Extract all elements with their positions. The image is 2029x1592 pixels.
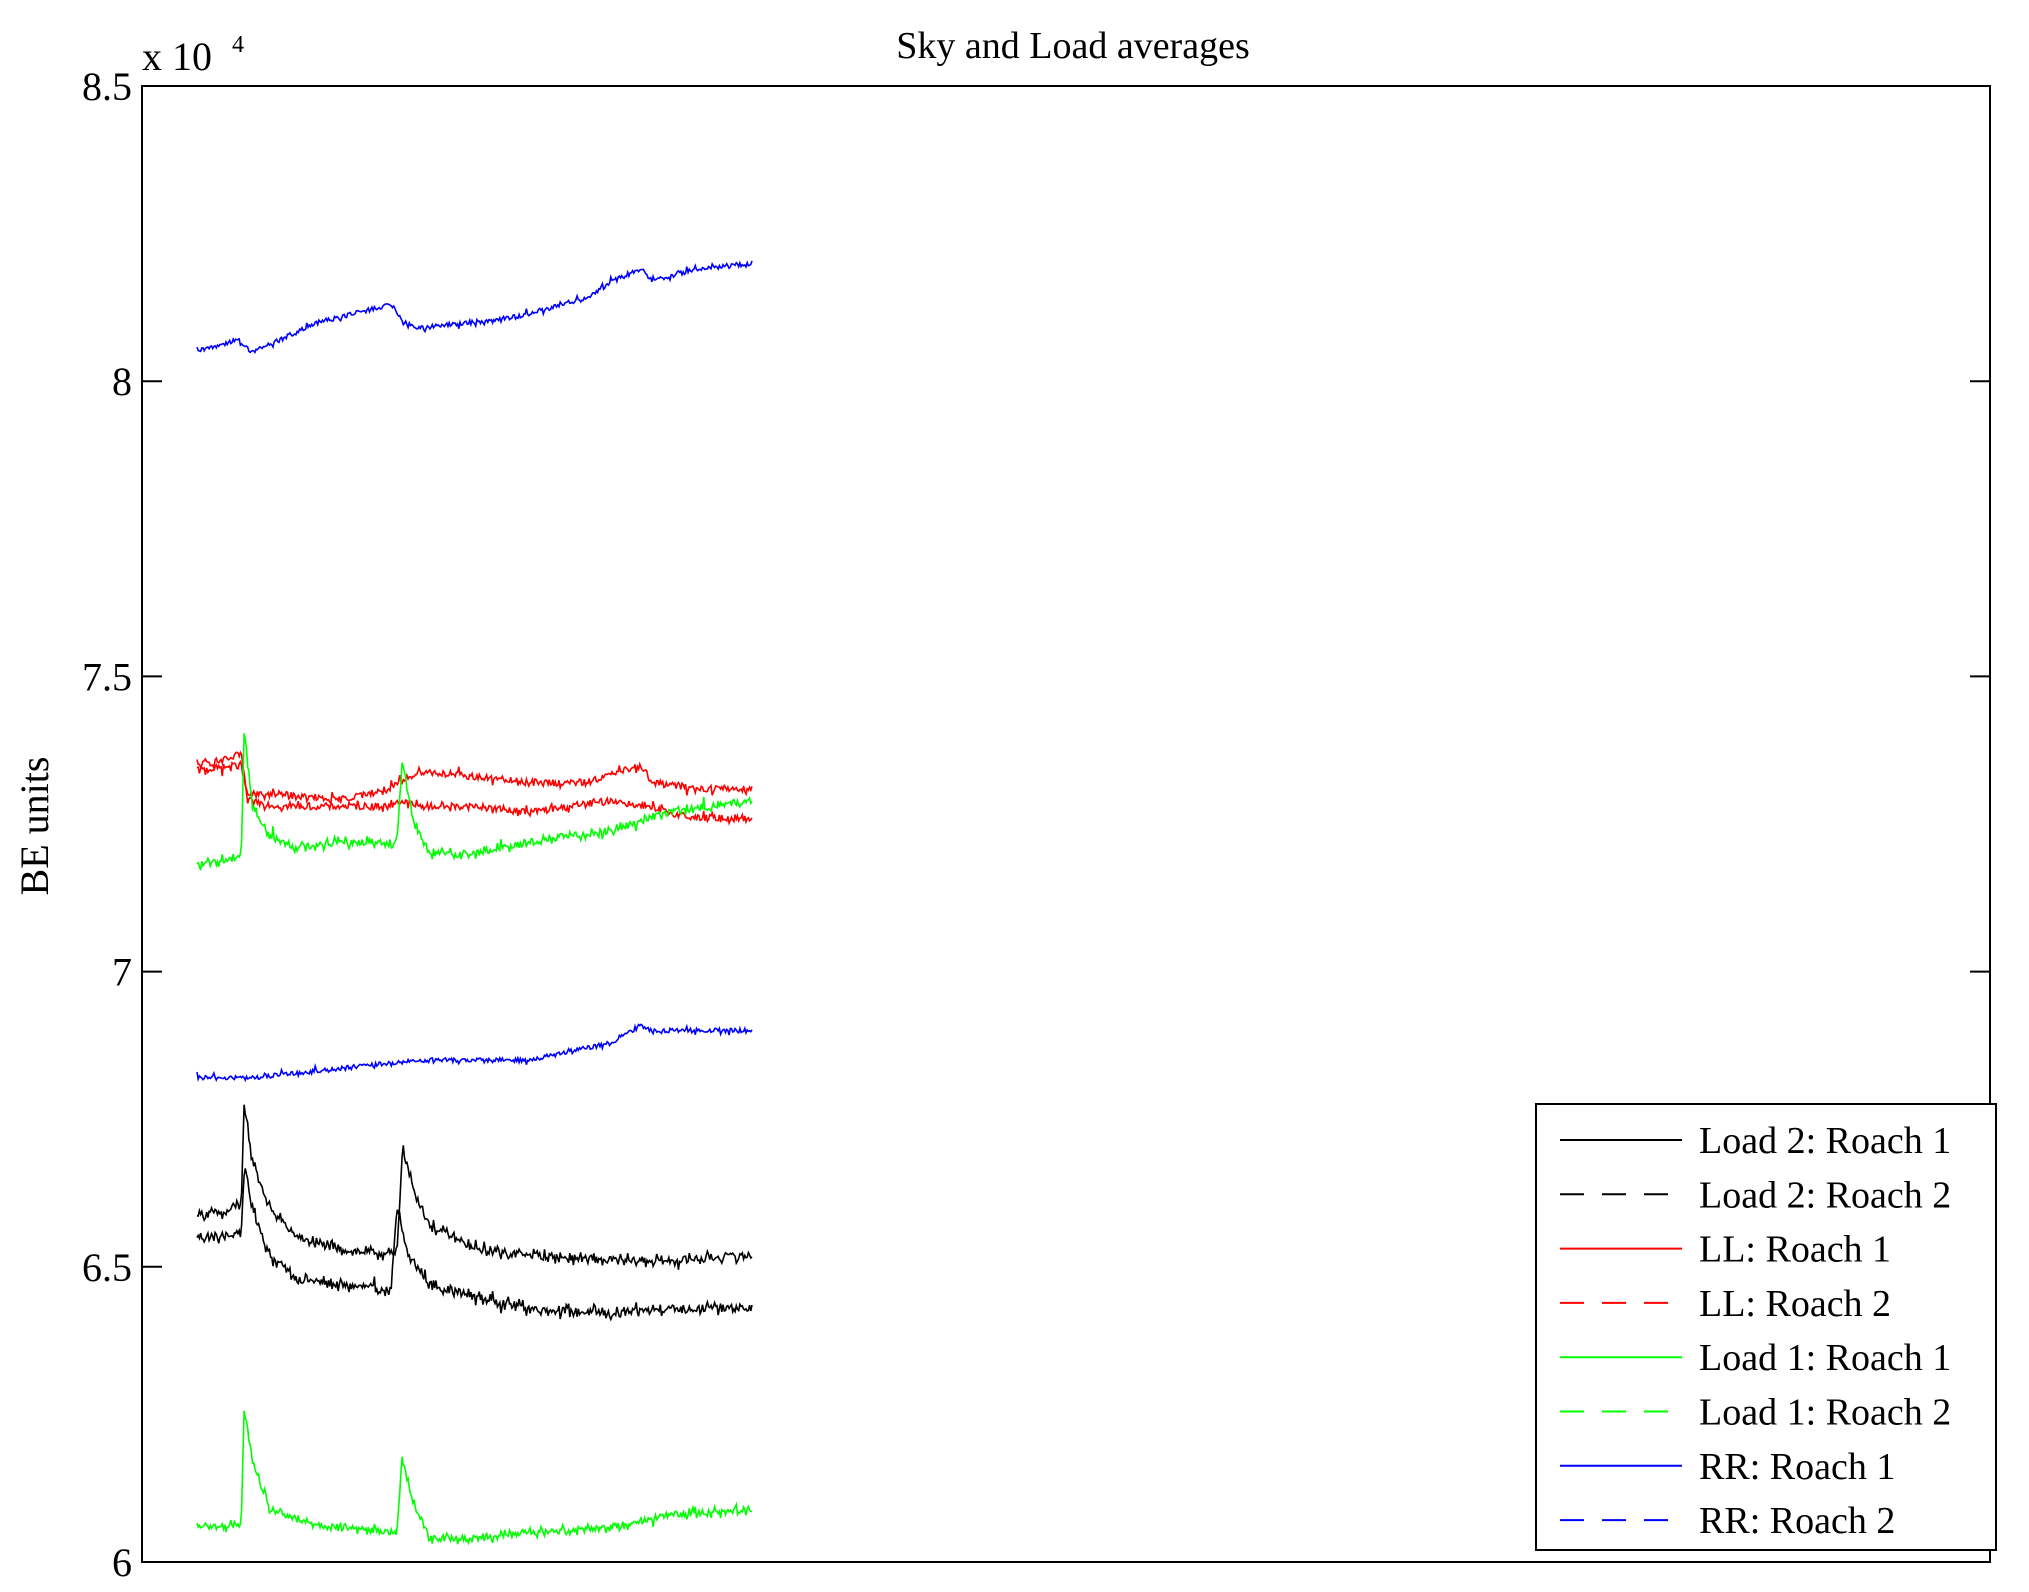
series-line-rr-roach-2 — [196, 260, 753, 354]
legend-label: RR: Roach 2 — [1699, 1500, 1895, 1542]
y-tick-label: 8.5 — [82, 64, 132, 109]
y-exponent-base: x 10 — [142, 34, 212, 79]
series-line-load-1-roach-1 — [196, 1410, 753, 1546]
chart-title: Sky and Load averages — [896, 25, 1250, 67]
legend: Load 2: Roach 1 Load 2: Roach 2 LL: Roach … — [1535, 1103, 1997, 1551]
series-line-load-2-roach-2 — [196, 1104, 753, 1270]
y-axis-exponent: x 10 4 — [142, 32, 244, 79]
legend-label: LL: Roach 2 — [1699, 1283, 1891, 1325]
legend-label: Load 1: Roach 1 — [1699, 1337, 1951, 1379]
plot-area: 6 6.5 7 7.5 8 8.5 — [82, 64, 1991, 1585]
y-tick-label: 6.5 — [82, 1245, 132, 1290]
y-tick-label: 6 — [112, 1540, 132, 1585]
y-tick-label: 8 — [112, 359, 132, 404]
series-line-ll-roach-2 — [196, 759, 753, 805]
legend-label: Load 2: Roach 1 — [1699, 1120, 1951, 1162]
series-line-rr-roach-1 — [196, 1023, 753, 1083]
y-axis-label: BE units — [12, 757, 57, 896]
series-line-load-2-roach-1 — [196, 1168, 753, 1322]
legend-label: Load 1: Roach 2 — [1699, 1392, 1951, 1434]
series-line-load-1-roach-2 — [196, 733, 753, 871]
y-tick-label: 7 — [112, 950, 132, 995]
y-exponent-power: 4 — [232, 32, 244, 58]
series-line-ll-roach-1 — [196, 750, 753, 826]
y-tick-label: 7.5 — [82, 654, 132, 699]
legend-label: LL: Roach 1 — [1699, 1229, 1891, 1271]
legend-box — [1535, 1103, 1997, 1551]
legend-label: RR: Roach 1 — [1699, 1446, 1895, 1488]
plot-frame — [141, 85, 1991, 1563]
legend-label: Load 2: Roach 2 — [1699, 1174, 1951, 1216]
